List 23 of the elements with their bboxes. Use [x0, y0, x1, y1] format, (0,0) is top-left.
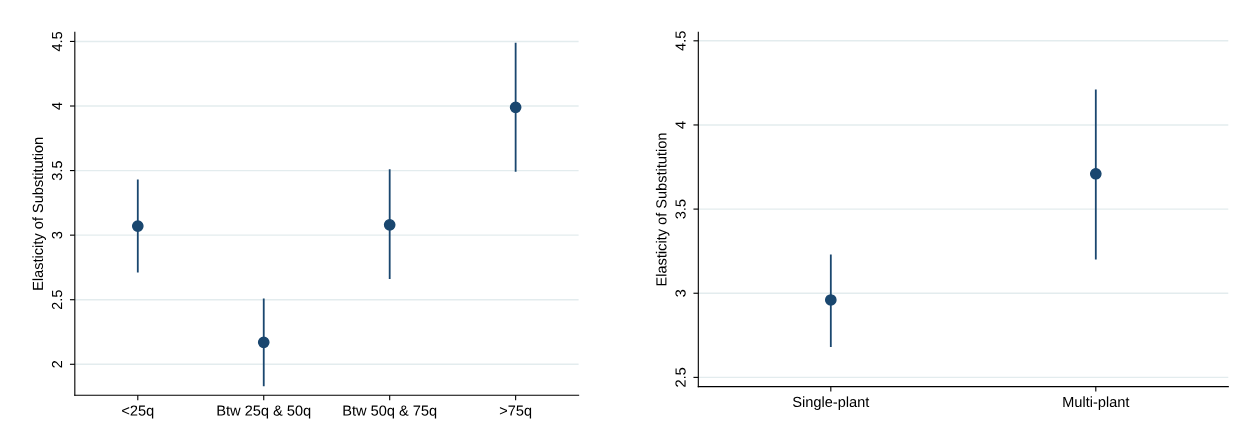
- x-tick-label: Btw 25q & 50q: [217, 405, 311, 419]
- y-tick-label: 2: [51, 360, 63, 368]
- y-tick-label: 2.5: [51, 290, 63, 310]
- x-tick-label: Multi-plant: [1063, 396, 1130, 410]
- x-tick-label: Single-plant: [792, 396, 870, 410]
- point: [509, 101, 522, 114]
- x-tick-label: <25q: [122, 405, 154, 419]
- x-tick-label: >75q: [499, 405, 532, 419]
- point: [257, 336, 270, 349]
- y-tick-label: 3.5: [675, 199, 686, 219]
- y-tick-label: 3.5: [51, 161, 63, 181]
- y-axis-title: Elasticity of Substitution: [655, 133, 670, 286]
- x-tick-label: Btw 50q & 75q: [343, 405, 437, 419]
- y-axis-title: Elasticity of Substitution: [32, 137, 46, 290]
- y-tick-label: 2.5: [675, 367, 686, 387]
- y-tick-label: 4: [52, 102, 63, 110]
- y-tick-label: 3: [675, 289, 686, 297]
- point: [131, 220, 144, 232]
- y-tick-label: 4: [675, 121, 686, 129]
- y-tick-label: 3: [51, 231, 63, 239]
- y-tick-label: 4.5: [675, 31, 686, 51]
- point: [383, 218, 396, 231]
- y-tick-label: 4.5: [52, 31, 63, 52]
